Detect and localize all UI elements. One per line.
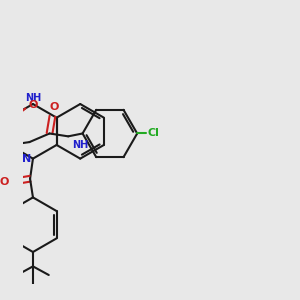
Text: NH: NH — [25, 93, 41, 103]
Text: O: O — [0, 177, 8, 187]
Text: O: O — [49, 102, 58, 112]
Text: Cl: Cl — [147, 128, 159, 139]
Text: NH: NH — [72, 140, 88, 150]
Text: N: N — [22, 154, 32, 164]
Text: O: O — [29, 100, 38, 110]
